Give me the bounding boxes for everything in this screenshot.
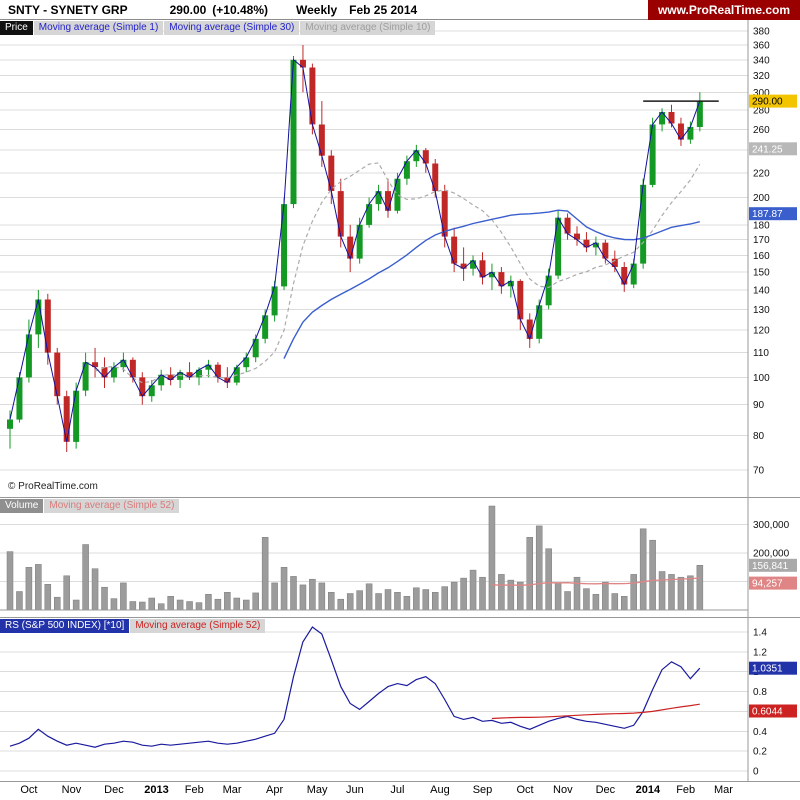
svg-text:90: 90 [753,400,765,411]
x-axis-label: Feb [184,784,204,796]
legend-price[interactable]: Price [0,21,33,35]
legend-volume[interactable]: Volume [0,499,44,513]
x-axis-label: Feb [676,784,696,796]
chart-header: SNTY - SYNETY GRP 290.00 (+10.48%) Weekl… [0,0,800,20]
legend-ma-simple-30[interactable]: Moving average (Simple 30) [164,21,300,35]
ma30-line [283,209,700,359]
svg-text:1.4: 1.4 [753,628,767,639]
legend-ma-simple-10[interactable]: Moving average (Simple 10) [300,21,436,35]
svg-text:320: 320 [753,71,770,82]
svg-text:0: 0 [753,767,759,778]
svg-text:94,257: 94,257 [752,579,783,590]
svg-text:200,000: 200,000 [753,549,790,560]
volume-axis-badges: 156,841 94,257 [749,558,797,590]
svg-text:110: 110 [753,348,769,359]
x-axis-label: Apr [266,784,284,796]
x-axis: Oct Nov Dec 2013 Feb Mar Apr May Jun Jul Aug Sep Oct… [0,782,800,800]
svg-text:300,000: 300,000 [753,520,790,531]
rs-axis-labels: 1.41.210.80.60.40.20 [753,628,767,778]
svg-text:187.87: 187.87 [752,209,783,220]
svg-text:1.0351: 1.0351 [752,664,783,675]
panel-borders [0,20,800,498]
price-axis-badges: 290.00 241.25 187.87 [749,94,797,221]
svg-text:170: 170 [753,235,770,246]
legend-volume-ma-52[interactable]: Moving average (Simple 52) [44,499,180,513]
volume-bars [6,505,704,611]
svg-text:360: 360 [753,41,770,52]
x-axis-label: Sep [472,784,493,796]
x-axis-label: Nov [61,784,82,796]
timeframe-label: Weekly [296,2,338,17]
rs-ma-line [491,703,700,720]
rs-axis-badges: 1.0351 0.6044 [749,661,797,718]
svg-text:0.8: 0.8 [753,687,767,698]
svg-text:300: 300 [753,88,770,99]
x-axis-label: Oct [20,784,38,796]
close-line [9,58,701,442]
svg-text:80: 80 [753,431,765,442]
price-chart-canvas[interactable]: 3803603403203002802602402202001801701601… [0,20,800,498]
volume-legend: Volume Moving average (Simple 52) [0,499,180,513]
svg-text:290.00: 290.00 [752,97,783,108]
svg-text:241.25: 241.25 [752,144,783,155]
symbol-title: SNTY - SYNETY GRP [8,2,128,17]
x-axis-label: Jul [390,784,405,796]
svg-text:340: 340 [753,55,770,66]
x-axis-label: Dec [104,784,124,796]
panel-borders [0,618,800,782]
svg-text:260: 260 [753,125,770,136]
price-axis-labels: 3803603403203002802602402202001801701601… [753,26,770,476]
svg-text:70: 70 [753,465,765,476]
svg-text:280: 280 [753,106,770,117]
rs-legend: RS (S&P 500 INDEX) [*10] Moving average … [0,619,266,633]
svg-text:160: 160 [753,251,770,262]
x-axis-label: Mar [222,784,242,796]
copyright-watermark: © ProRealTime.com [8,481,98,492]
x-axis-label: May [306,784,328,796]
x-axis-label: Aug [430,784,450,796]
svg-text:220: 220 [753,168,770,179]
ma10-line [94,162,701,384]
svg-text:0.6044: 0.6044 [752,707,783,718]
svg-text:130: 130 [753,305,770,316]
price-legend: Price Moving average (Simple 1) Moving a… [0,21,436,35]
x-axis-label: Oct [516,784,534,796]
svg-text:100: 100 [753,373,770,384]
svg-text:1.2: 1.2 [753,647,767,658]
date-label: Feb 25 2014 [349,2,418,17]
panel-borders [0,498,800,618]
svg-text:0.4: 0.4 [753,727,767,738]
rs-line [9,626,701,748]
last-price: 290.00 [169,2,207,17]
x-axis-label: Mar [713,784,733,796]
svg-text:180: 180 [753,220,770,231]
rs-gridlines [0,631,748,772]
legend-rs-sp500[interactable]: RS (S&P 500 INDEX) [*10] [0,619,130,633]
prorealtime-banner: www.ProRealTime.com [647,0,800,20]
volume-ma-line [491,577,700,586]
svg-text:0.2: 0.2 [753,747,767,758]
x-axis-label: Dec [595,784,616,796]
x-axis-label: Jun [346,784,364,796]
price-gridlines [0,30,748,471]
svg-text:140: 140 [753,286,770,297]
svg-text:156,841: 156,841 [752,561,789,572]
x-axis-label: 2013 [144,784,169,796]
legend-rs-ma-52[interactable]: Moving average (Simple 52) [130,619,266,633]
svg-text:120: 120 [753,326,770,337]
svg-text:200: 200 [753,193,770,204]
volume-gridlines [0,524,748,582]
legend-ma-simple-1[interactable]: Moving average (Simple 1) [33,21,164,35]
svg-text:150: 150 [753,268,770,279]
x-axis-label: Nov [553,784,573,796]
price-change: (+10.48%) [212,2,268,17]
x-axis-label: 2014 [635,784,661,796]
candlesticks [7,45,703,452]
svg-text:380: 380 [753,26,770,37]
